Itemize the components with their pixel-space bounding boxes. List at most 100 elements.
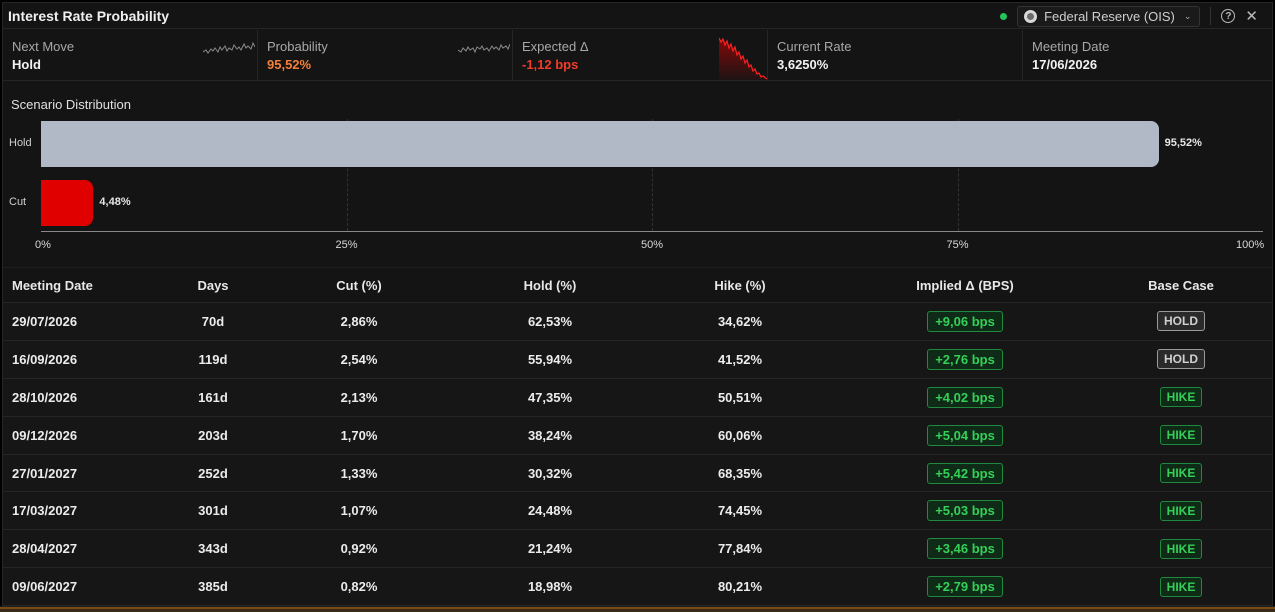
cell-hike: 77,84% xyxy=(717,541,763,557)
cell-hike: 34,62% xyxy=(717,313,763,329)
cell-base-case: HIKE xyxy=(1095,576,1267,597)
cell-hold: 62,53% xyxy=(527,313,573,329)
column-header[interactable]: Meeting Date xyxy=(12,277,93,293)
scenario-distribution-title: Scenario Distribution xyxy=(11,97,131,112)
cell-base-case: HOLD xyxy=(1095,349,1267,370)
implied-bps-badge: +3,46 bps xyxy=(927,538,1003,560)
table-row[interactable]: 09/12/2026 203d 1,70% 38,24% 60,06% +5,04 bps… xyxy=(3,416,1272,455)
cell-hold: 21,24% xyxy=(527,541,573,557)
cell-implied: +3,46 bps xyxy=(835,538,1095,560)
cell-hike: 50,51% xyxy=(717,389,763,405)
cell-implied: +5,04 bps xyxy=(835,424,1095,446)
scenario-bar-cut[interactable] xyxy=(41,180,94,226)
cell-date: 29/07/2026 xyxy=(12,313,78,329)
scenario-label: Cut xyxy=(9,196,27,208)
column-header[interactable]: Implied Δ (BPS) xyxy=(916,277,1014,293)
cell-cut: 1,33% xyxy=(340,465,378,481)
base-case-badge: HIKE xyxy=(1159,500,1203,521)
cell-implied: +5,42 bps xyxy=(835,462,1095,484)
table-body: 29/07/2026 70d 2,86% 62,53% 34,62% +9,06 bps H… xyxy=(3,303,1272,605)
base-case-badge: HIKE xyxy=(1159,463,1203,483)
meetings-table: Meeting Date Days Cut (%) Hold (%) Hike (%) I… xyxy=(3,267,1272,605)
table-row[interactable]: 28/04/2027 343d 0,92% 21,24% 77,84% +3,46 bps… xyxy=(3,530,1272,569)
cell-days: 119d xyxy=(198,351,228,367)
base-case-badge: HIKE xyxy=(1159,425,1203,446)
metric-meeting-date: Meeting Date 17/06/2026 xyxy=(1023,30,1272,80)
metric-value: 95,52% xyxy=(267,57,312,72)
scenario-value-label: 95,52% xyxy=(1164,137,1202,149)
cell-hold: 55,94% xyxy=(527,351,573,367)
cell-implied: +9,06 bps xyxy=(835,310,1095,332)
table-row[interactable]: 29/07/2026 70d 2,86% 62,53% 34,62% +9,06 bps H… xyxy=(3,303,1272,341)
base-case-badge: HIKE xyxy=(1159,538,1203,559)
cell-days: 343d xyxy=(198,541,228,557)
cell-date: 28/10/2026 xyxy=(12,389,78,405)
cell-days: 301d xyxy=(198,503,228,519)
sparkline-icon xyxy=(458,43,510,54)
cell-days: 161d xyxy=(198,389,228,405)
scenario-label: Hold xyxy=(9,137,32,149)
cell-cut: 2,13% xyxy=(340,389,378,405)
metrics-row: Next Move Hold Probability 95,52% Expect… xyxy=(3,30,1272,81)
cell-days: 385d xyxy=(198,579,228,595)
cell-hike: 74,45% xyxy=(717,503,763,519)
window-title: Interest Rate Probability xyxy=(8,7,170,24)
cell-hike: 60,06% xyxy=(717,427,763,443)
source-select[interactable]: Federal Reserve (OIS) ⌄ xyxy=(1017,5,1201,27)
base-case-badge: HOLD xyxy=(1157,349,1205,370)
table-header: Meeting Date Days Cut (%) Hold (%) Hike (%) I… xyxy=(3,267,1272,303)
cell-base-case: HOLD xyxy=(1095,311,1267,332)
metric-label: Meeting Date xyxy=(1032,39,1110,54)
cell-date: 09/06/2027 xyxy=(12,579,78,595)
metric-label: Current Rate xyxy=(777,39,852,54)
implied-bps-badge: +4,02 bps xyxy=(927,386,1003,408)
cell-cut: 2,54% xyxy=(340,351,378,367)
metric-value: -1,12 bps xyxy=(522,57,579,72)
scenario-distribution-chart: 0% 25% 50% 75% 100% Hold 95,52% Cut 4,48% xyxy=(3,113,1272,263)
table-row[interactable]: 28/10/2026 161d 2,13% 47,35% 50,51% +4,02 bps… xyxy=(3,378,1272,417)
implied-bps-badge: +9,06 bps xyxy=(927,310,1003,332)
scenario-bar-hold[interactable] xyxy=(41,121,1159,167)
window-bottom-accent xyxy=(0,606,1275,612)
cell-base-case: HIKE xyxy=(1095,425,1267,446)
cell-cut: 0,82% xyxy=(340,579,378,595)
title-bar: Interest Rate Probability Federal Reserv… xyxy=(3,3,1272,29)
implied-bps-badge: +2,79 bps xyxy=(927,576,1003,598)
metric-next-move: Next Move Hold xyxy=(3,30,258,80)
cell-base-case: HIKE xyxy=(1095,538,1267,559)
cell-hold: 24,48% xyxy=(527,503,573,519)
metric-probability: Probability 95,52% xyxy=(258,30,513,80)
base-case-badge: HOLD xyxy=(1157,311,1205,332)
column-header[interactable]: Hike (%) xyxy=(714,277,766,293)
cell-hold: 47,35% xyxy=(527,389,573,405)
scenario-value-label: 4,48% xyxy=(99,196,131,208)
cell-base-case: HIKE xyxy=(1095,463,1267,483)
column-header[interactable]: Days xyxy=(197,277,229,293)
close-icon[interactable]: ✕ xyxy=(1245,7,1258,25)
cell-implied: +5,03 bps xyxy=(835,500,1095,522)
table-row[interactable]: 27/01/2027 252d 1,33% 30,32% 68,35% +5,42 bps… xyxy=(3,454,1272,493)
metric-expected-delta: Expected Δ -1,12 bps xyxy=(513,30,768,80)
cell-days: 70d xyxy=(201,313,225,329)
sparkline-icon xyxy=(719,37,767,80)
x-tick-label: 0% xyxy=(35,239,51,251)
cell-cut: 0,92% xyxy=(340,541,378,557)
cell-date: 27/01/2027 xyxy=(12,465,78,481)
table-row[interactable]: 17/03/2027 301d 1,07% 24,48% 74,45% +5,03 bps… xyxy=(3,492,1272,531)
table-row[interactable]: 09/06/2027 385d 0,82% 18,98% 80,21% +2,79 bps… xyxy=(3,568,1272,605)
grid-line xyxy=(957,119,959,231)
metric-label: Next Move xyxy=(12,39,75,54)
implied-bps-badge: +5,03 bps xyxy=(927,500,1003,522)
x-tick-label: 100% xyxy=(1236,239,1265,251)
base-case-badge: HIKE xyxy=(1159,387,1203,408)
metric-label: Probability xyxy=(267,39,328,54)
chevron-down-icon: ⌄ xyxy=(1183,10,1192,21)
title-bar-controls: Federal Reserve (OIS) ⌄ ? ✕ xyxy=(1000,3,1258,29)
column-header[interactable]: Base Case xyxy=(1148,277,1214,293)
cell-base-case: HIKE xyxy=(1095,500,1267,521)
column-header[interactable]: Cut (%) xyxy=(336,277,382,293)
column-header[interactable]: Hold (%) xyxy=(523,277,577,293)
table-row[interactable]: 16/09/2026 119d 2,54% 55,94% 41,52% +2,76 bps… xyxy=(3,340,1272,379)
help-icon[interactable]: ? xyxy=(1221,9,1236,23)
base-case-badge: HIKE xyxy=(1159,576,1203,597)
